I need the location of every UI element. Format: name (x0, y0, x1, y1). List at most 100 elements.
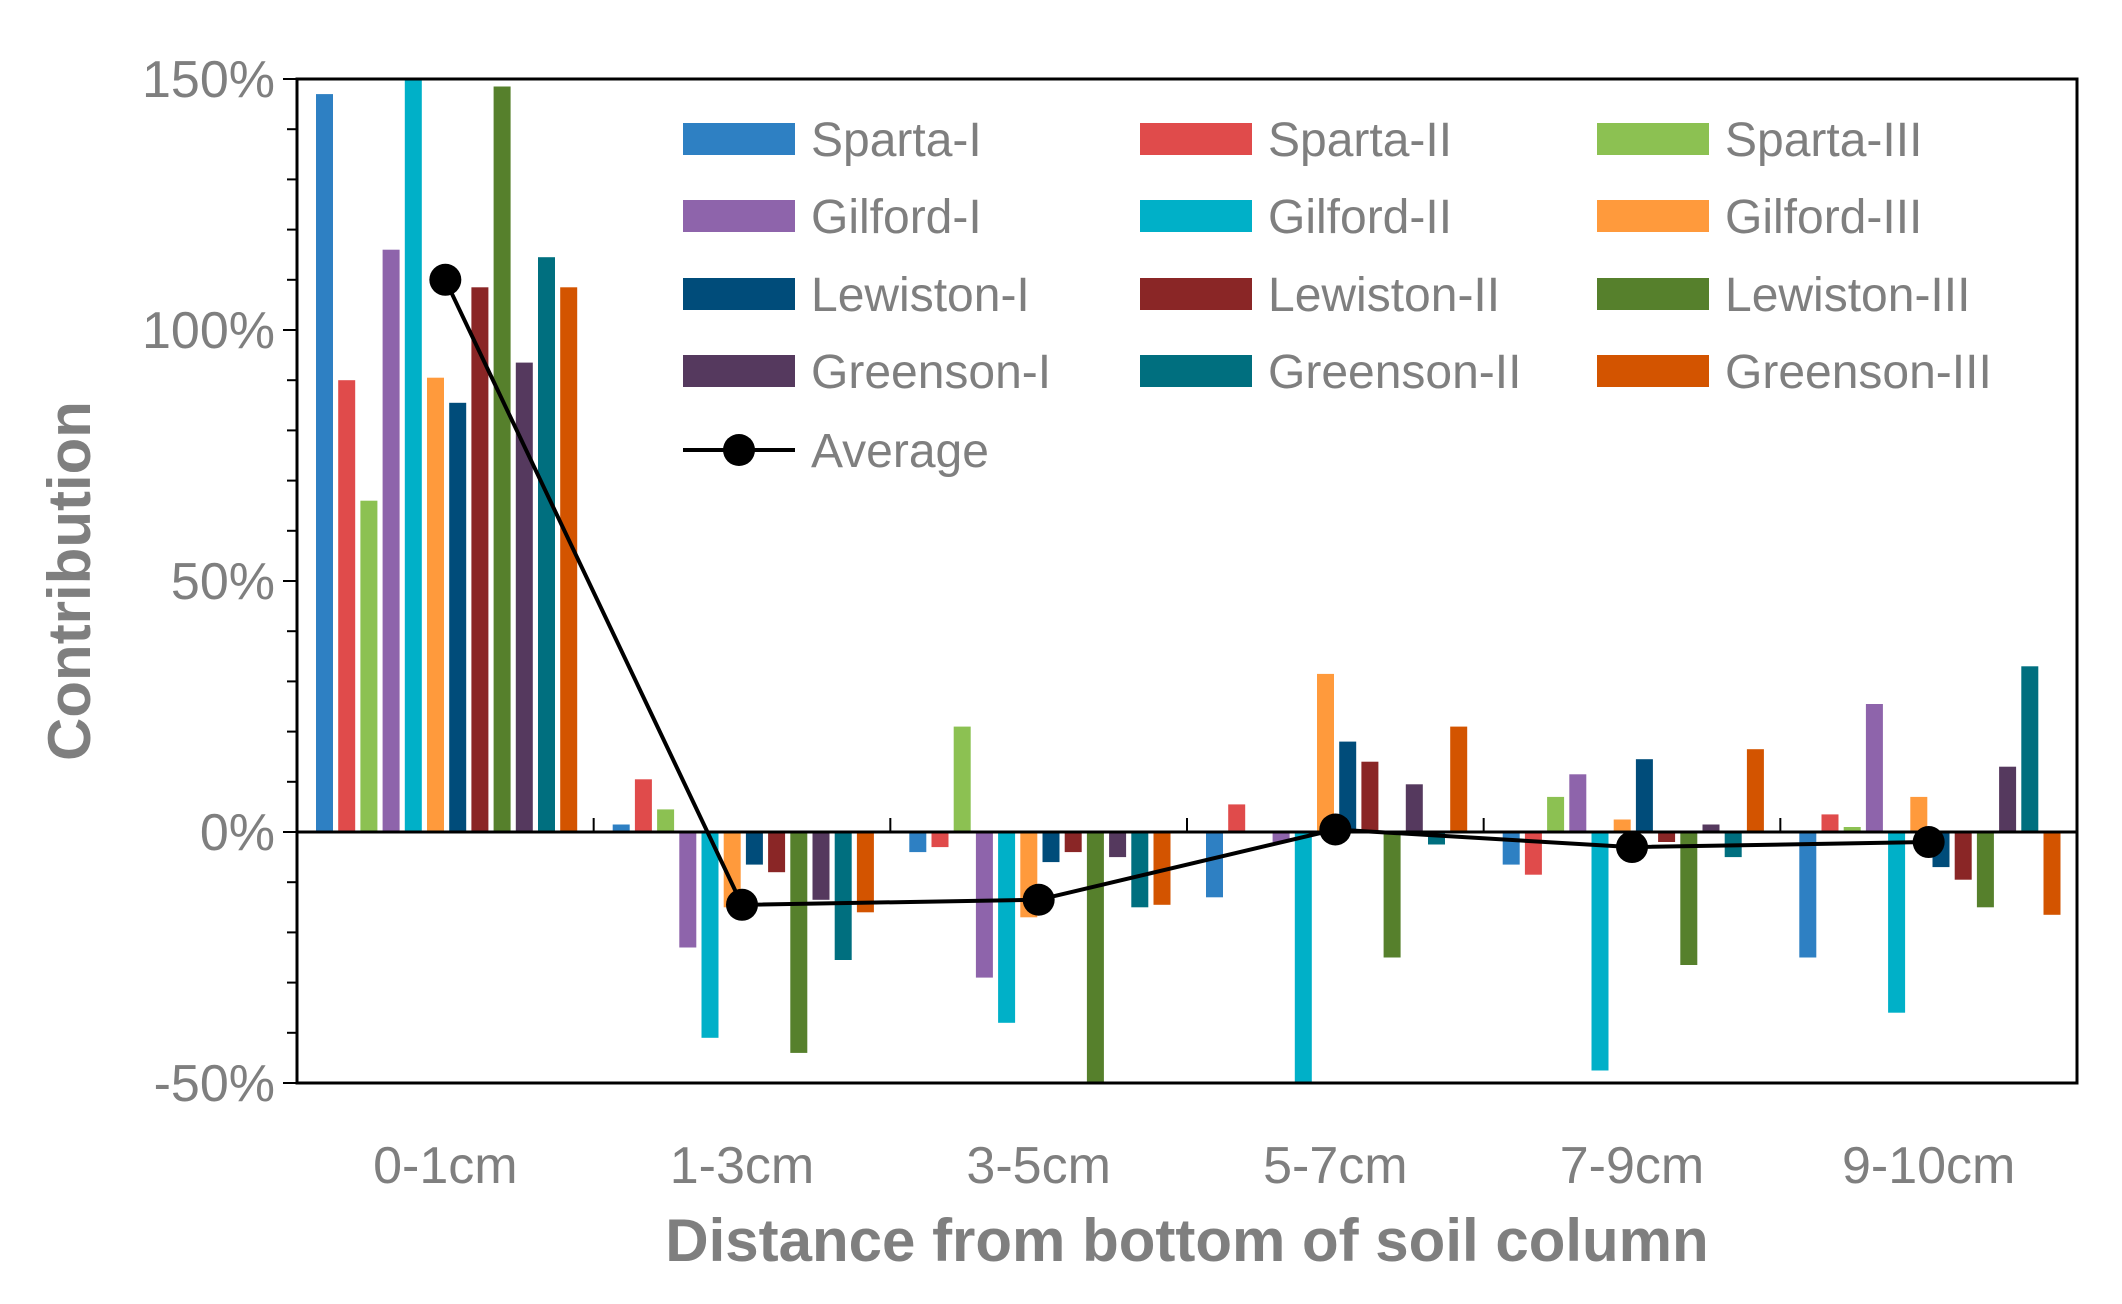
bar-lewiston-ii-1-3cm (768, 832, 786, 873)
bar-lewiston-ii-5-7cm (1361, 761, 1379, 832)
legend-swatch-lewiston-ii (1140, 278, 1252, 310)
bar-lewiston-iii-5-7cm (1383, 832, 1401, 958)
x-tick-label: 7-9cm (1560, 1137, 1704, 1195)
bar-sparta-ii-7-9cm (1524, 832, 1542, 875)
legend: Sparta-I Sparta-II Sparta-III Gilford-I Gilf… (683, 114, 1992, 478)
axis-labels-group: Contribution Distance from bottom of soi… (36, 401, 1709, 1274)
y-axis-title: Contribution (36, 401, 103, 761)
bar-greenson-iii-0-1cm (560, 287, 578, 832)
legend-swatch-lewiston-i (683, 278, 795, 310)
y-tick-label: 50% (171, 553, 275, 611)
legend-label-sparta-ii: Sparta-II (1268, 114, 1452, 167)
legend-swatch-gilford-iii (1597, 200, 1709, 232)
bar-lewiston-iii-3-5cm (1086, 832, 1104, 1083)
bar-sparta-i-0-1cm (316, 94, 333, 833)
bar-lewiston-iii-0-1cm (493, 86, 511, 832)
bar-sparta-iii-0-1cm (360, 500, 378, 832)
legend-average-marker (723, 434, 755, 466)
legend-label-gilford-ii: Gilford-II (1268, 191, 1452, 244)
bar-greenson-i-3-5cm (1109, 832, 1127, 858)
bar-lewiston-iii-7-9cm (1680, 832, 1698, 965)
x-tick-label: 1-3cm (670, 1137, 814, 1195)
legend-swatch-greenson-ii (1140, 355, 1252, 387)
bar-greenson-iii-5-7cm (1450, 726, 1468, 832)
bar-gilford-iii-7-9cm (1613, 819, 1631, 832)
bar-greenson-iii-9-10cm (2043, 832, 2061, 915)
bar-lewiston-i-1-3cm (745, 832, 763, 865)
bar-lewiston-i-3-5cm (1042, 832, 1060, 863)
bar-lewiston-i-5-7cm (1339, 741, 1357, 832)
bar-sparta-ii-1-3cm (634, 779, 652, 832)
legend-label-average: Average (811, 425, 989, 478)
legend-swatch-sparta-iii (1597, 123, 1709, 155)
bar-sparta-ii-9-10cm (1821, 814, 1839, 832)
bar-sparta-ii-3-5cm (931, 832, 949, 848)
bar-gilford-iii-0-1cm (427, 377, 444, 832)
average-marker-9-10cm (1912, 826, 1945, 859)
bar-greenson-ii-1-3cm (834, 832, 852, 960)
bar-gilford-ii-3-5cm (998, 832, 1016, 1023)
bar-greenson-i-0-1cm (515, 362, 533, 832)
bar-gilford-ii-9-10cm (1888, 832, 1906, 1013)
bar-gilford-iii-9-10cm (1910, 796, 1928, 832)
bar-sparta-i-9-10cm (1799, 832, 1817, 958)
legend-label-lewiston-i: Lewiston-I (811, 269, 1030, 322)
y-tick-label: 0% (200, 804, 275, 862)
bar-greenson-i-9-10cm (1999, 766, 2017, 832)
bar-sparta-i-7-9cm (1502, 832, 1520, 865)
bar-gilford-i-0-1cm (382, 249, 400, 832)
legend-swatch-sparta-ii (1140, 123, 1252, 155)
bar-gilford-i-7-9cm (1569, 774, 1587, 832)
legend-swatch-sparta-i (683, 123, 795, 155)
bar-sparta-ii-5-7cm (1228, 804, 1246, 832)
average-marker-7-9cm (1616, 831, 1648, 864)
bar-greenson-i-1-3cm (812, 832, 830, 900)
legend-label-greenson-iii: Greenson-III (1725, 346, 1992, 399)
bar-sparta-iii-3-5cm (953, 726, 971, 832)
legend-swatch-greenson-i (683, 355, 795, 387)
y-tick-label: 100% (142, 302, 275, 360)
bar-greenson-i-5-7cm (1405, 784, 1423, 832)
bar-lewiston-i-7-9cm (1635, 759, 1653, 832)
average-marker-1-3cm (726, 888, 758, 921)
x-tick-label: 3-5cm (966, 1137, 1110, 1195)
bar-gilford-ii-7-9cm (1591, 832, 1609, 1071)
x-tick-label: 0-1cm (373, 1137, 517, 1195)
bar-gilford-i-9-10cm (1865, 704, 1883, 832)
legend-label-gilford-i: Gilford-I (811, 191, 982, 244)
bar-sparta-i-5-7cm (1206, 832, 1223, 898)
bar-greenson-i-7-9cm (1702, 824, 1720, 832)
bar-gilford-iii-5-7cm (1317, 673, 1334, 832)
bar-sparta-i-3-5cm (909, 832, 927, 853)
legend-label-gilford-iii: Gilford-III (1725, 191, 1922, 244)
legend-swatch-lewiston-iii (1597, 278, 1709, 310)
bar-greenson-ii-9-10cm (2021, 666, 2039, 832)
average-marker-3-5cm (1022, 883, 1055, 916)
y-tick-label: -50% (154, 1055, 275, 1113)
bar-greenson-iii-1-3cm (856, 832, 874, 913)
average-marker-0-1cm (429, 263, 462, 296)
x-tick-label: 9-10cm (1842, 1137, 2015, 1195)
y-tick-label: 150% (142, 51, 275, 109)
legend-swatch-gilford-i (683, 200, 795, 232)
legend-swatch-greenson-iii (1597, 355, 1709, 387)
legend-label-sparta-iii: Sparta-III (1725, 114, 1922, 167)
legend-label-lewiston-iii: Lewiston-III (1725, 269, 1970, 322)
bar-greenson-ii-3-5cm (1131, 832, 1149, 908)
bar-lewiston-iii-1-3cm (790, 832, 808, 1053)
x-tick-label: 5-7cm (1263, 1137, 1407, 1195)
bar-series-group (316, 79, 2061, 1083)
bar-sparta-i-1-3cm (612, 824, 630, 832)
average-series-group (429, 263, 1945, 921)
bar-gilford-ii-0-1cm (404, 79, 422, 832)
legend-label-sparta-i: Sparta-I (811, 114, 982, 167)
bar-greenson-iii-3-5cm (1153, 832, 1171, 905)
bar-lewiston-ii-3-5cm (1064, 832, 1082, 853)
bar-sparta-iii-1-3cm (657, 809, 675, 832)
legend-swatch-gilford-ii (1140, 200, 1252, 232)
legend-label-greenson-ii: Greenson-II (1268, 346, 1521, 399)
bar-gilford-i-1-3cm (679, 832, 697, 948)
legend-label-lewiston-ii: Lewiston-II (1268, 269, 1500, 322)
legend-label-greenson-i: Greenson-I (811, 346, 1051, 399)
